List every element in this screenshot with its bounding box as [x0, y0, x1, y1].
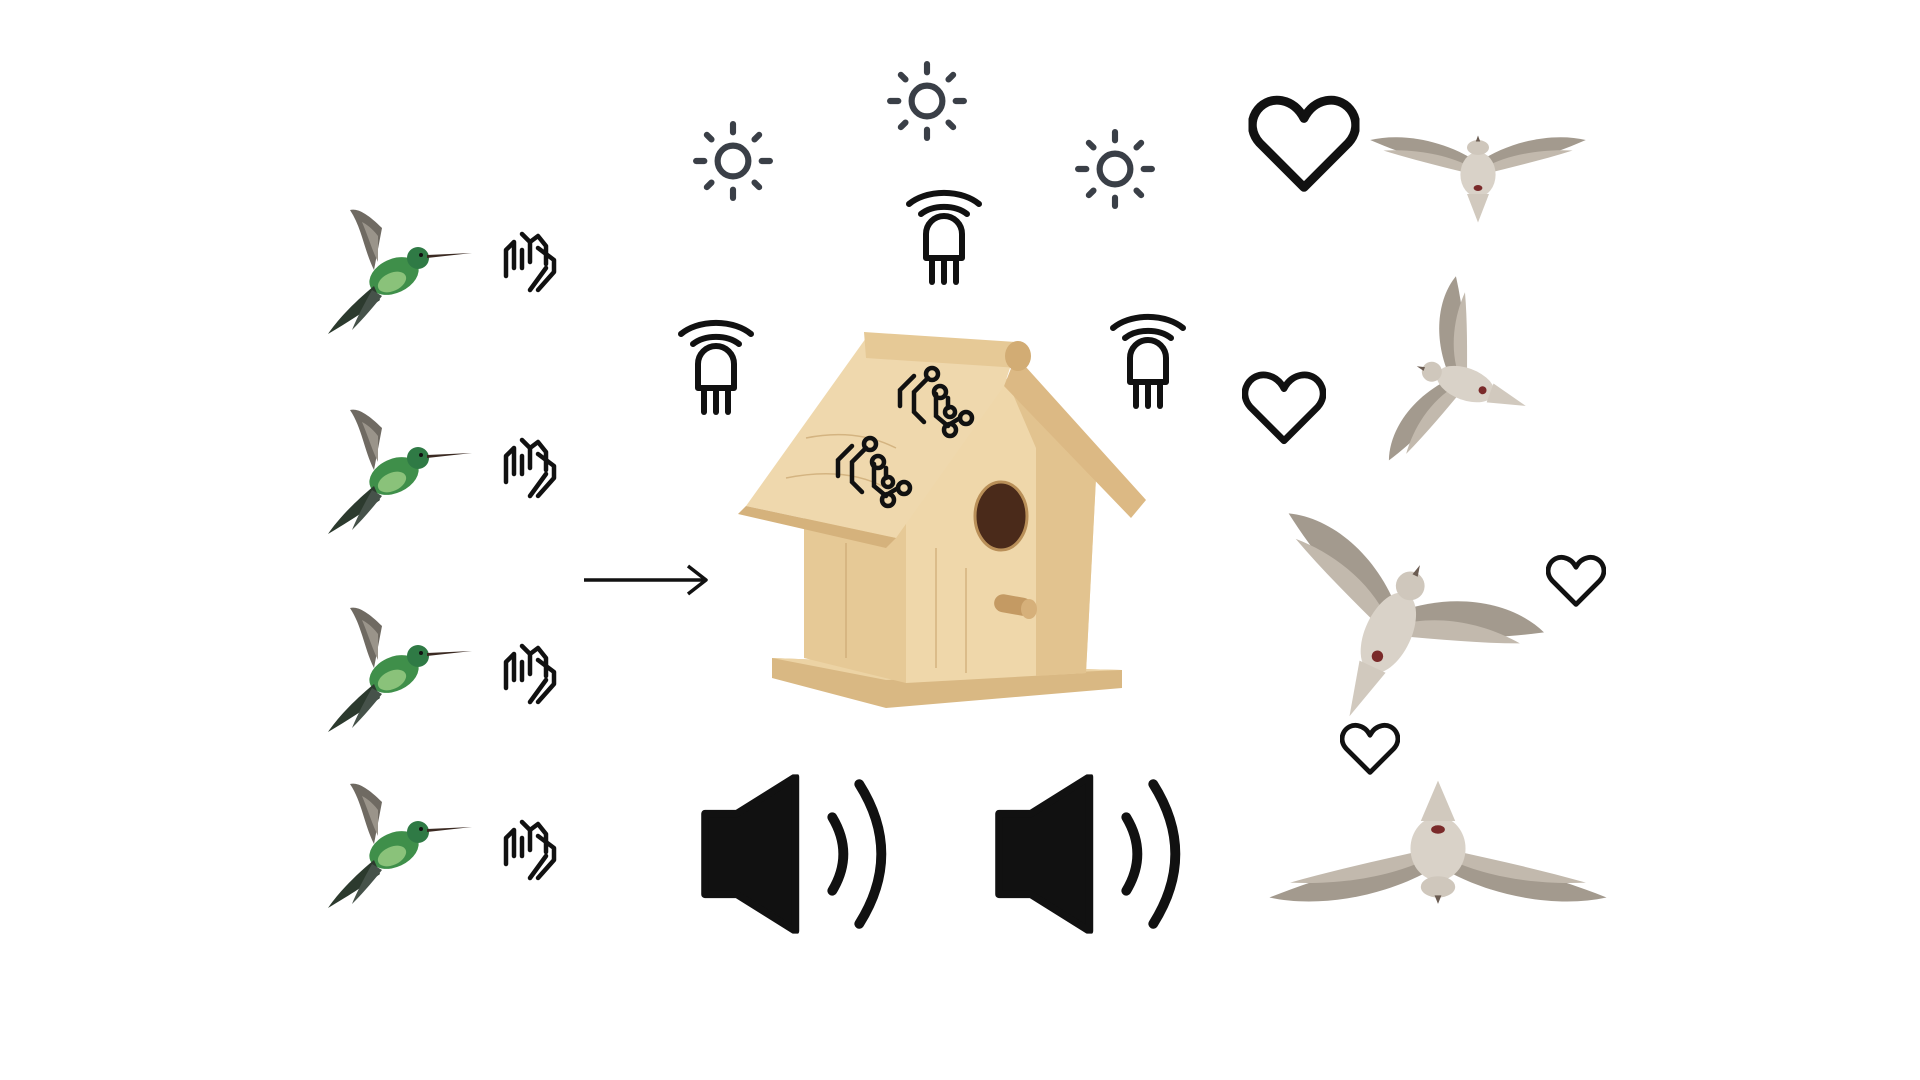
clap-3 [500, 640, 560, 710]
hummingbird-4 [322, 782, 472, 912]
clap-4 [500, 816, 560, 886]
sun-icon [692, 120, 774, 202]
clapping-hands-icon [500, 816, 560, 886]
arrow-right-icon [584, 564, 708, 596]
speaker-volume-icon [994, 774, 1190, 934]
clapping-hands-icon [500, 640, 560, 710]
heart-outline-icon [1242, 370, 1326, 446]
clapping-hands-icon [500, 434, 560, 504]
dove-4 [1266, 770, 1610, 940]
clap-2 [500, 434, 560, 504]
flying-dove-icon [1266, 770, 1610, 940]
hummingbird-icon [322, 208, 472, 338]
sun-right [1074, 128, 1156, 210]
hummingbird-1 [322, 208, 472, 338]
heart-1 [1248, 94, 1360, 194]
dove-3 [1232, 510, 1552, 740]
flying-dove-icon [1368, 110, 1588, 230]
speaker-right [994, 774, 1190, 934]
sun-left [692, 120, 774, 202]
sun-center [886, 60, 968, 142]
clap-1 [500, 228, 560, 298]
heart-outline-icon [1248, 94, 1360, 194]
heart-2 [1242, 370, 1326, 446]
circuit-icon [835, 435, 913, 509]
sensor-center [904, 186, 984, 286]
wireless-sensor-icon [904, 186, 984, 286]
clapping-hands-icon [500, 228, 560, 298]
birdhouse [736, 328, 1146, 713]
connector-arrow [582, 560, 712, 600]
hummingbird-icon [322, 606, 472, 736]
circuit-icon [897, 365, 975, 439]
sun-icon [886, 60, 968, 142]
hummingbird-2 [322, 408, 472, 538]
hummingbird-3 [322, 606, 472, 736]
birdhouse-icon [738, 332, 1146, 708]
hummingbird-icon [322, 408, 472, 538]
hummingbird-icon [322, 782, 472, 912]
flying-dove-icon [1322, 250, 1597, 513]
dove-1 [1368, 110, 1588, 230]
speaker-left [700, 774, 896, 934]
speaker-volume-icon [700, 774, 896, 934]
sun-icon [1074, 128, 1156, 210]
dove-2 [1360, 272, 1560, 492]
